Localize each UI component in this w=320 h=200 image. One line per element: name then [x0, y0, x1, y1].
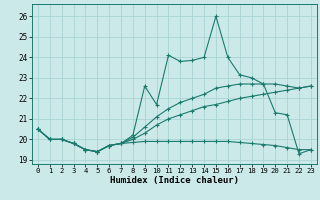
X-axis label: Humidex (Indice chaleur): Humidex (Indice chaleur)	[110, 176, 239, 185]
